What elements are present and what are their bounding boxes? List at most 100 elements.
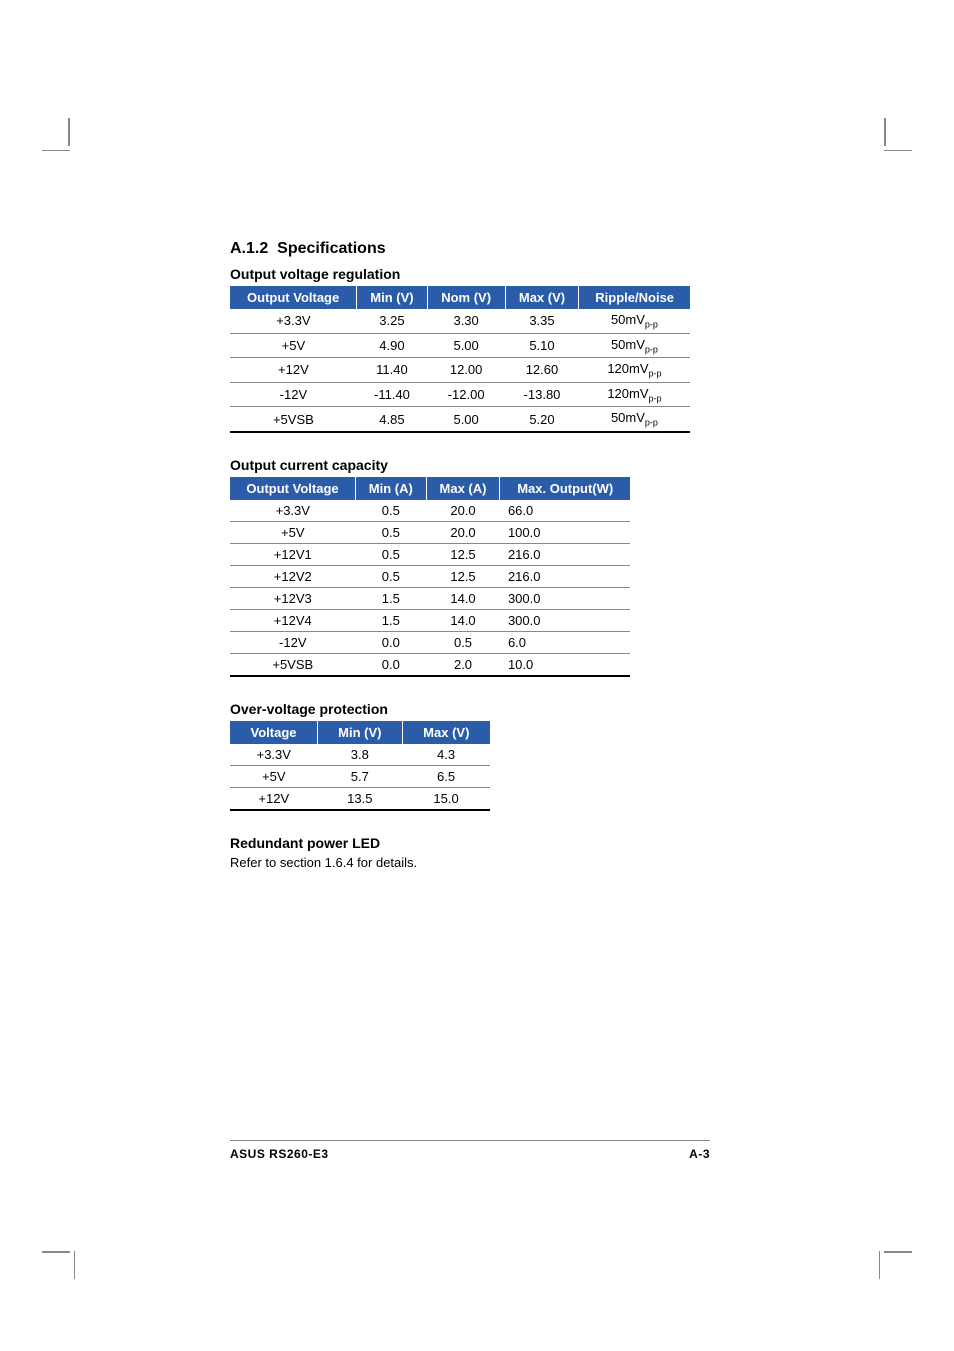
table-cell: +3.3V xyxy=(230,500,356,522)
table-row: +5V5.76.5 xyxy=(230,765,490,787)
table-cell: -12V xyxy=(230,631,356,653)
table-row: +12V41.514.0300.0 xyxy=(230,609,630,631)
table-cell: +3.3V xyxy=(230,744,318,766)
table-cell: +12V1 xyxy=(230,543,356,565)
col-min-v: Min (V) xyxy=(357,286,427,309)
table-cell: 120mVp-p xyxy=(579,358,690,383)
col-ripple: Ripple/Noise xyxy=(579,286,690,309)
col-voltage: Voltage xyxy=(230,721,318,744)
table-cell: 12.60 xyxy=(505,358,579,383)
table-header-row: Voltage Min (V) Max (V) xyxy=(230,721,490,744)
table-cell: 50mVp-p xyxy=(579,309,690,333)
table-row: +3.3V0.520.066.0 xyxy=(230,500,630,522)
table-cell: 12.5 xyxy=(426,543,500,565)
table-cell: 0.5 xyxy=(356,565,427,587)
table-cell: 0.5 xyxy=(356,521,427,543)
table-row: +5VSB4.855.005.2050mVp-p xyxy=(230,407,690,432)
redundant-led-heading: Redundant power LED xyxy=(230,835,730,851)
crop-mark-top-right xyxy=(864,120,904,160)
table-cell: 216.0 xyxy=(500,543,630,565)
table-cell: 20.0 xyxy=(426,500,500,522)
table-cell: 15.0 xyxy=(402,787,490,810)
table-cell: 0.0 xyxy=(356,653,427,676)
table-cell: +5VSB xyxy=(230,407,357,432)
table-row: +12V20.512.5216.0 xyxy=(230,565,630,587)
crop-mark-top-left xyxy=(50,120,90,160)
redundant-led-text: Refer to section 1.6.4 for details. xyxy=(230,855,730,870)
table-cell: 0.5 xyxy=(426,631,500,653)
crop-mark-bottom-right xyxy=(864,1231,904,1271)
table-cell: 13.5 xyxy=(318,787,403,810)
table-row: +5VSB0.02.010.0 xyxy=(230,653,630,676)
table-cell: 5.10 xyxy=(505,333,579,358)
section-heading: A.1.2 Specifications xyxy=(230,240,730,258)
col-min-v: Min (V) xyxy=(318,721,403,744)
table-cell: 1.5 xyxy=(356,609,427,631)
table-cell: 6.5 xyxy=(402,765,490,787)
table-row: -12V-11.40-12.00-13.80120mVp-p xyxy=(230,382,690,407)
table-cell: -12.00 xyxy=(427,382,505,407)
table-cell: 5.00 xyxy=(427,407,505,432)
table-cell: 4.90 xyxy=(357,333,427,358)
col-max-v: Max (V) xyxy=(402,721,490,744)
table-row: +5V0.520.0100.0 xyxy=(230,521,630,543)
col-output-voltage: Output Voltage xyxy=(230,477,356,500)
table-header-row: Output Voltage Min (V) Nom (V) Max (V) R… xyxy=(230,286,690,309)
table-cell: +12V2 xyxy=(230,565,356,587)
table-cell: 120mVp-p xyxy=(579,382,690,407)
table-cell: +12V3 xyxy=(230,587,356,609)
table-cell: 3.25 xyxy=(357,309,427,333)
section-title: Specifications xyxy=(277,240,385,257)
table-cell: 10.0 xyxy=(500,653,630,676)
table-cell: 66.0 xyxy=(500,500,630,522)
voltage-regulation-heading: Output voltage regulation xyxy=(230,266,730,282)
table-cell: 100.0 xyxy=(500,521,630,543)
table-cell: 5.20 xyxy=(505,407,579,432)
page-content: A.1.2 Specifications Output voltage regu… xyxy=(230,240,730,870)
table-cell: 216.0 xyxy=(500,565,630,587)
table-row: +12V13.515.0 xyxy=(230,787,490,810)
col-nom-v: Nom (V) xyxy=(427,286,505,309)
table-cell: 0.5 xyxy=(356,500,427,522)
page-footer: ASUS RS260-E3 A-3 xyxy=(230,1140,710,1161)
table-cell: -11.40 xyxy=(357,382,427,407)
table-row: +3.3V3.84.3 xyxy=(230,744,490,766)
table-cell: 12.00 xyxy=(427,358,505,383)
table-row: +12V11.4012.0012.60120mVp-p xyxy=(230,358,690,383)
current-capacity-table: Output Voltage Min (A) Max (A) Max. Outp… xyxy=(230,477,630,677)
table-cell: 2.0 xyxy=(426,653,500,676)
table-cell: 50mVp-p xyxy=(579,407,690,432)
table-row: +12V10.512.5216.0 xyxy=(230,543,630,565)
table-cell: 14.0 xyxy=(426,587,500,609)
table-cell: 0.0 xyxy=(356,631,427,653)
table-cell: 6.0 xyxy=(500,631,630,653)
table-cell: 4.3 xyxy=(402,744,490,766)
table-cell: 300.0 xyxy=(500,609,630,631)
table-cell: +5V xyxy=(230,765,318,787)
table-cell: +5VSB xyxy=(230,653,356,676)
voltage-regulation-table: Output Voltage Min (V) Nom (V) Max (V) R… xyxy=(230,286,690,433)
table-cell: 4.85 xyxy=(357,407,427,432)
table-cell: 12.5 xyxy=(426,565,500,587)
table-cell: +12V xyxy=(230,358,357,383)
table-cell: 3.30 xyxy=(427,309,505,333)
table-cell: +5V xyxy=(230,521,356,543)
table-cell: 3.8 xyxy=(318,744,403,766)
current-capacity-heading: Output current capacity xyxy=(230,457,730,473)
footer-product: ASUS RS260-E3 xyxy=(230,1147,329,1161)
table-header-row: Output Voltage Min (A) Max (A) Max. Outp… xyxy=(230,477,630,500)
table-cell: 5.7 xyxy=(318,765,403,787)
table-cell: 0.5 xyxy=(356,543,427,565)
table-row: +3.3V3.253.303.3550mVp-p xyxy=(230,309,690,333)
table-cell: 1.5 xyxy=(356,587,427,609)
footer-page-number: A-3 xyxy=(689,1147,710,1161)
table-cell: +12V xyxy=(230,787,318,810)
over-voltage-heading: Over-voltage protection xyxy=(230,701,730,717)
table-cell: -13.80 xyxy=(505,382,579,407)
table-cell: 5.00 xyxy=(427,333,505,358)
table-cell: +3.3V xyxy=(230,309,357,333)
table-row: -12V0.00.56.0 xyxy=(230,631,630,653)
table-cell: 300.0 xyxy=(500,587,630,609)
col-output-voltage: Output Voltage xyxy=(230,286,357,309)
table-cell: +12V4 xyxy=(230,609,356,631)
